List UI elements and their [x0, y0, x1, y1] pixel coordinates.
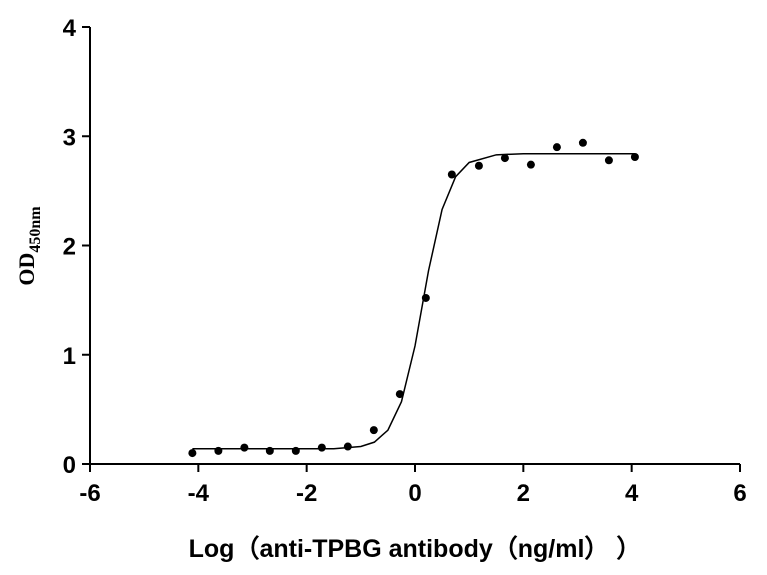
data-point — [447, 170, 456, 179]
x-tick-label: 2 — [517, 480, 530, 507]
x-tick-label: -2 — [296, 480, 317, 507]
data-point — [552, 143, 561, 152]
data-point — [188, 449, 197, 458]
data-point — [500, 154, 509, 163]
y-axis-label-sub: 450nm — [27, 206, 44, 253]
data-point — [604, 156, 613, 165]
data-point — [291, 446, 300, 455]
x-tick-label: -6 — [79, 480, 100, 507]
y-tick-label: 3 — [63, 124, 76, 151]
data-point — [214, 446, 223, 455]
x-axis-label: Log（anti-TPBG antibody（ng/ml） ） — [189, 534, 642, 563]
data-point — [317, 443, 326, 452]
data-point — [630, 153, 639, 162]
x-tick-label: -4 — [188, 480, 210, 507]
data-point — [395, 390, 404, 399]
data-point — [265, 446, 274, 455]
x-tick-label: 0 — [408, 480, 421, 507]
data-point — [578, 138, 587, 147]
data-point — [343, 442, 352, 451]
data-point — [421, 293, 430, 302]
x-tick-label: 6 — [733, 480, 746, 507]
y-axis-label: OD450nm — [14, 206, 44, 286]
y-tick-label: 0 — [63, 452, 76, 479]
y-tick-label: 1 — [63, 343, 76, 370]
data-point — [474, 161, 483, 170]
y-tick-label: 4 — [63, 15, 77, 42]
y-tick-label: 2 — [63, 234, 76, 261]
x-tick-label: 4 — [625, 480, 639, 507]
y-axis-label-main: OD — [14, 253, 39, 286]
fit-curve — [192, 152, 635, 450]
data-point — [240, 443, 249, 452]
data-point — [526, 160, 535, 169]
data-point — [369, 426, 378, 435]
